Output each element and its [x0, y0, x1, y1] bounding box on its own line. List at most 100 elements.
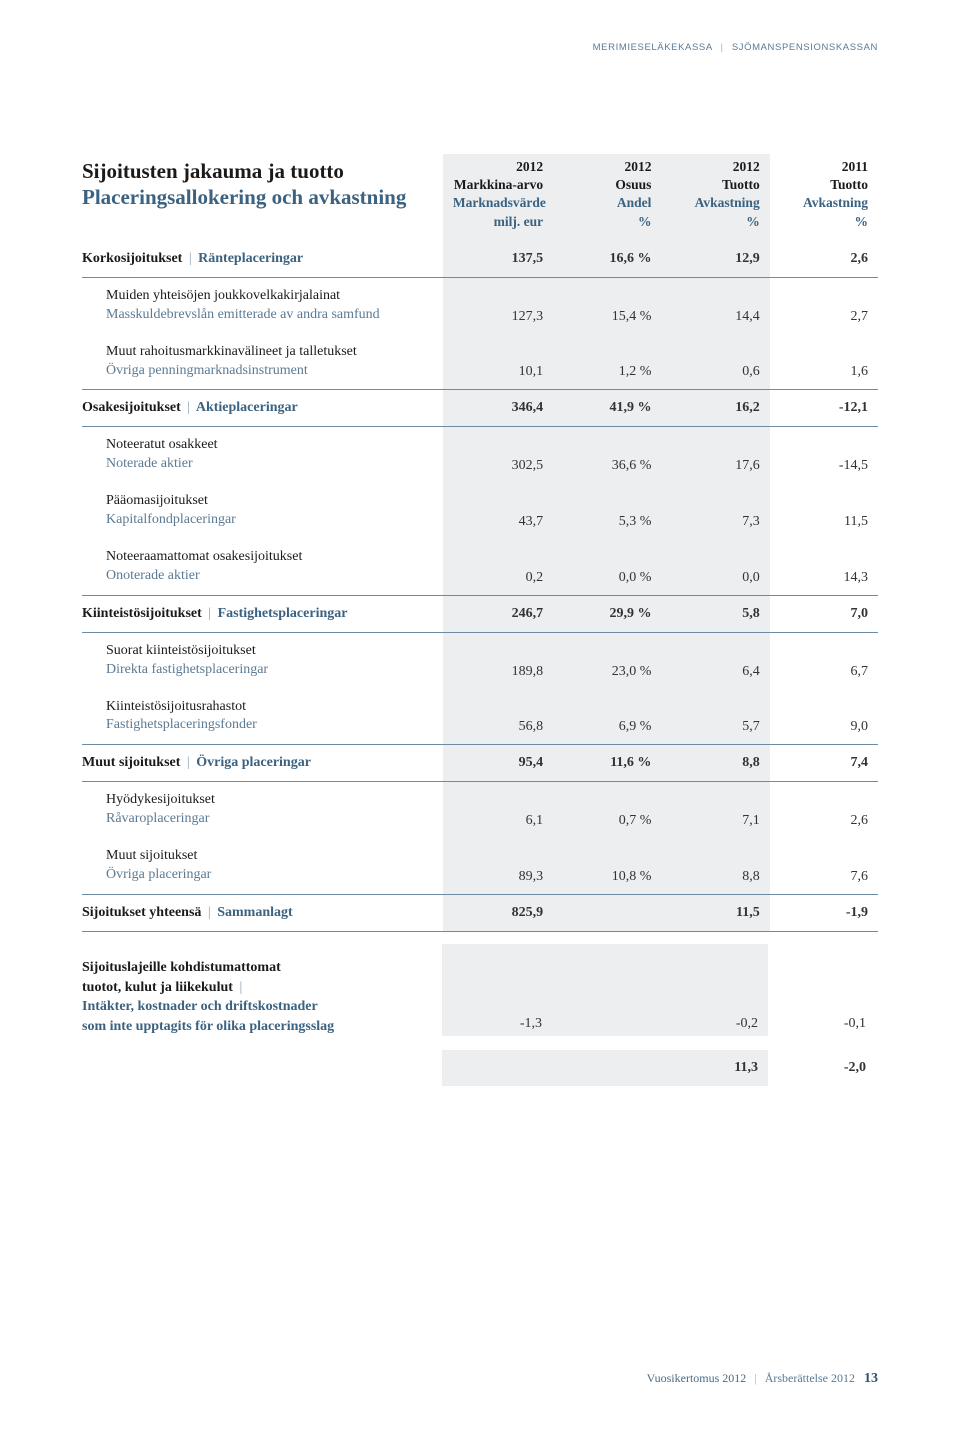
- sub-label-fi: Muiden yhteisöjen joukkovelkakirjalainat: [106, 287, 433, 306]
- sub-val: 302,5: [443, 427, 553, 483]
- section-val: 95,4: [443, 745, 553, 782]
- final-val-1: [552, 1050, 660, 1086]
- final-val-2: 11,3: [660, 1050, 768, 1086]
- sub-row: Noteeraamattomat osakesijoitukset Onoter…: [82, 539, 878, 595]
- header-brand: MERIMIESELÄKEKASSA | SJÖMANSPENSIONSKASS…: [593, 42, 878, 53]
- sub-row: Hyödykesijoitukset Råvaroplaceringar 6,1…: [82, 782, 878, 838]
- section-row: Kiinteistösijoitukset | Fastighetsplacer…: [82, 595, 878, 632]
- appendix-label: Sijoituslajeille kohdistumattomat tuotot…: [82, 958, 442, 1036]
- sub-label-sv: Övriga placeringar: [106, 866, 433, 885]
- sub-val: 10,8 %: [553, 838, 661, 894]
- appendix-val-2: -0,2: [660, 944, 768, 1036]
- title-fi: Sijoitusten jakauma ja tuotto: [82, 158, 433, 184]
- section-val: 16,6 %: [553, 241, 661, 278]
- sub-val: 7,1: [661, 782, 769, 838]
- section-row: Muut sijoitukset | Övriga placeringar 95…: [82, 745, 878, 782]
- section-label-fi: Kiinteistösijoitukset: [82, 606, 202, 621]
- sub-val: 89,3: [443, 838, 553, 894]
- section-val: 137,5: [443, 241, 553, 278]
- col-header-4: 2011 Tuotto Avkastning %: [770, 154, 878, 241]
- section-val: 29,9 %: [553, 595, 661, 632]
- section-val: 2,6: [770, 241, 878, 278]
- sub-val: 2,7: [770, 277, 878, 333]
- total-label-fi: Sijoitukset yhteensä: [82, 905, 201, 920]
- section-label-fi: Muut sijoitukset: [82, 755, 180, 770]
- footer-separator: |: [754, 1371, 756, 1385]
- section-label-fi: Korkosijoitukset: [82, 251, 182, 266]
- total-label-sv: Sammanlagt: [217, 905, 292, 920]
- sub-label-fi: Muut sijoitukset: [106, 847, 433, 866]
- section-val: -12,1: [770, 390, 878, 427]
- section-val: 5,8: [661, 595, 769, 632]
- title-sv: Placeringsallokering och avkastning: [82, 184, 433, 210]
- sub-val: 6,1: [443, 782, 553, 838]
- sub-label-fi: Pääomasijoitukset: [106, 492, 433, 511]
- sub-val: 189,8: [443, 632, 553, 688]
- section-row: Korkosijoitukset | Ränteplaceringar 137,…: [82, 241, 878, 278]
- sub-label-fi: Suorat kiinteistösijoitukset: [106, 642, 433, 661]
- table-title: Sijoitusten jakauma ja tuotto Placerings…: [82, 158, 433, 211]
- sub-row: Muiden yhteisöjen joukkovelkakirjalainat…: [82, 277, 878, 333]
- final-row: 11,3 -2,0: [82, 1050, 878, 1086]
- investment-table: Sijoitusten jakauma ja tuotto Placerings…: [82, 154, 878, 932]
- sub-row: Muut rahoitusmarkkinavälineet ja talletu…: [82, 334, 878, 390]
- sub-val: 17,6: [661, 427, 769, 483]
- total-val-3: -1,9: [770, 894, 878, 931]
- content: Sijoitusten jakauma ja tuotto Placerings…: [82, 154, 878, 1086]
- section-val: 7,4: [770, 745, 878, 782]
- final-val-3: -2,0: [768, 1050, 876, 1086]
- section-row: Osakesijoitukset | Aktieplaceringar 346,…: [82, 390, 878, 427]
- sub-val: 36,6 %: [553, 427, 661, 483]
- sub-row: Suorat kiinteistösijoitukset Direkta fas…: [82, 632, 878, 688]
- section-val: 16,2: [661, 390, 769, 427]
- page-number: 13: [864, 1371, 878, 1386]
- brand-fi: MERIMIESELÄKEKASSA: [593, 42, 713, 53]
- page: MERIMIESELÄKEKASSA | SJÖMANSPENSIONSKASS…: [0, 0, 960, 1429]
- sub-val: 8,8: [661, 838, 769, 894]
- sub-val: 10,1: [443, 334, 553, 390]
- sub-val: 1,6: [770, 334, 878, 390]
- sub-label-sv: Fastighetsplaceringsfonder: [106, 716, 433, 735]
- section-val: 11,6 %: [553, 745, 661, 782]
- sub-row: Pääomasijoitukset Kapitalfondplaceringar…: [82, 483, 878, 539]
- sub-val: -14,5: [770, 427, 878, 483]
- header-row: Sijoitusten jakauma ja tuotto Placerings…: [82, 154, 878, 241]
- sub-label-sv: Masskuldebrevslån emitterade av andra sa…: [106, 306, 433, 325]
- section-val: 12,9: [661, 241, 769, 278]
- total-val-0: 825,9: [443, 894, 553, 931]
- sub-label-fi: Muut rahoitusmarkkinavälineet ja talletu…: [106, 343, 433, 362]
- section-label-sv: Fastighetsplaceringar: [218, 606, 348, 621]
- sub-val: 0,2: [443, 539, 553, 595]
- section-val: 8,8: [661, 745, 769, 782]
- sub-label-sv: Kapitalfondplaceringar: [106, 511, 433, 530]
- sub-label-sv: Direkta fastighetsplaceringar: [106, 661, 433, 680]
- sub-label-fi: Kiinteistösijoitusrahastot: [106, 698, 433, 717]
- section-val: 246,7: [443, 595, 553, 632]
- col-header-1: 2012 Markkina-arvo Marknadsvärde milj. e…: [443, 154, 553, 241]
- sub-label-sv: Övriga penningmarknadsinstrument: [106, 362, 433, 381]
- sub-val: 0,0 %: [553, 539, 661, 595]
- final-val-0: [442, 1050, 552, 1086]
- sub-val: 2,6: [770, 782, 878, 838]
- sub-label-fi: Hyödykesijoitukset: [106, 791, 433, 810]
- brand-separator: |: [721, 42, 724, 53]
- sub-val: 23,0 %: [553, 632, 661, 688]
- appendix-val-1: [552, 944, 660, 1036]
- section-label-fi: Osakesijoitukset: [82, 400, 181, 415]
- footer-fi: Vuosikertomus 2012: [647, 1371, 747, 1385]
- appendix-val-3: -0,1: [768, 944, 876, 1036]
- col-header-2: 2012 Osuus Andel %: [553, 154, 661, 241]
- section-label-sv: Ränteplaceringar: [198, 251, 303, 266]
- appendix-val-0: -1,3: [442, 944, 552, 1036]
- total-val-1: [553, 894, 661, 931]
- sub-label-sv: Noterade aktier: [106, 455, 433, 474]
- sub-val: 0,0: [661, 539, 769, 595]
- sub-row: Noteeratut osakkeet Noterade aktier 302,…: [82, 427, 878, 483]
- sub-val: 0,6: [661, 334, 769, 390]
- sub-val: 127,3: [443, 277, 553, 333]
- sub-label-fi: Noteeraamattomat osakesijoitukset: [106, 548, 433, 567]
- footer: Vuosikertomus 2012 | Årsberättelse 2012 …: [647, 1371, 878, 1387]
- sub-val: 9,0: [770, 689, 878, 745]
- sub-val: 14,4: [661, 277, 769, 333]
- sub-val: 5,3 %: [553, 483, 661, 539]
